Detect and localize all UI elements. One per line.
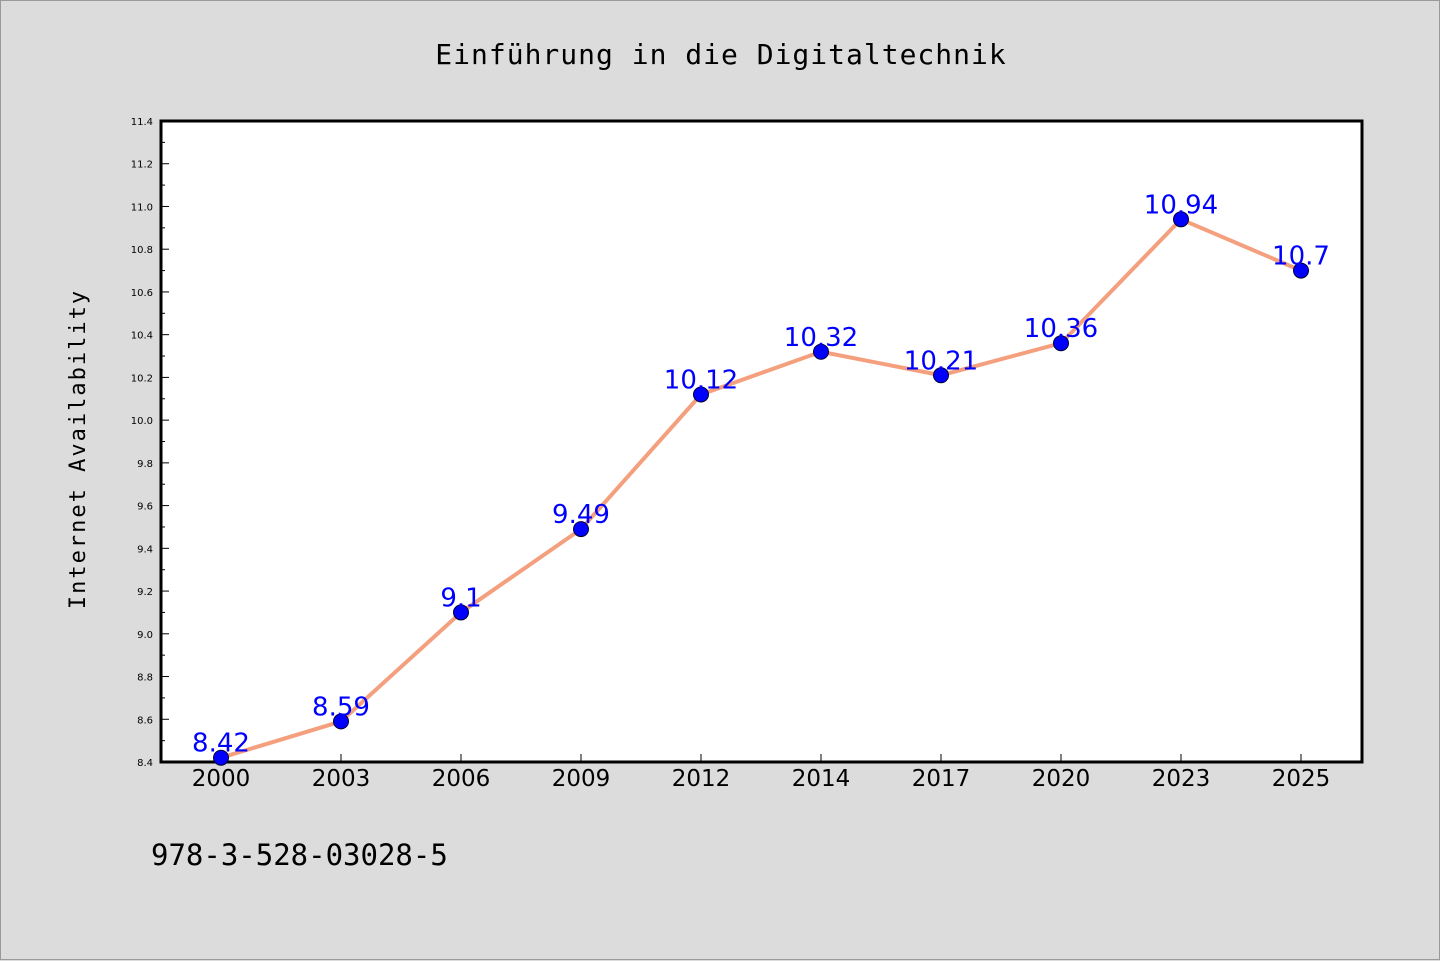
x-axis-ticks: 2000 2003 2006 2009 2012 2014 2017 2020 2023 2025 — [192, 754, 1331, 792]
x-tick-label: 2014 — [792, 766, 851, 792]
y-tick-label: 9.6 — [137, 502, 153, 513]
x-tick-label: 2025 — [1272, 766, 1331, 792]
data-point-marker — [573, 521, 589, 538]
data-point-marker — [933, 367, 949, 384]
y-tick-label: 10.2 — [131, 373, 153, 384]
data-point-label: 10.21 — [904, 346, 978, 376]
y-tick-label: 10.6 — [131, 288, 153, 299]
data-point-marker — [1173, 211, 1189, 228]
y-tick-label: 9.2 — [137, 587, 153, 598]
y-tick-label: 8.4 — [137, 758, 153, 769]
data-point-label: 10.7 — [1272, 242, 1330, 272]
data-point-label: 8.42 — [192, 729, 250, 759]
y-tick-label: 11.0 — [131, 202, 153, 213]
x-tick-label: 2017 — [912, 766, 971, 792]
x-tick-label: 2006 — [432, 766, 491, 792]
y-tick-label: 11.4 — [131, 117, 153, 128]
y-tick-label: 11.2 — [131, 160, 153, 171]
chart-title: Einführung in die Digitaltechnik — [435, 38, 1006, 71]
data-point-label: 10.32 — [784, 323, 858, 353]
y-tick-label: 10.0 — [131, 416, 153, 427]
data-point-label: 10.36 — [1024, 314, 1098, 344]
data-point-label: 9.1 — [440, 583, 481, 613]
series-line — [220, 217, 1302, 760]
data-point-marker — [1053, 335, 1069, 352]
data-labels: 8.42 8.59 9.1 9.49 10.12 10.32 10.21 10.36 10.94… — [192, 190, 1330, 758]
y-axis-ticks: 8.4 8.6 8.8 9.0 9.2 9.4 9.6 9.8 10.0 10.2 10.4 10.6… — [131, 117, 169, 769]
data-point-label: 10.12 — [664, 365, 738, 395]
data-point-marker — [453, 604, 469, 621]
data-point-marker — [213, 749, 229, 766]
y-tick-label: 9.4 — [137, 544, 153, 555]
data-point-marker — [813, 343, 829, 360]
series-markers — [213, 211, 1309, 766]
data-point-marker — [1293, 262, 1309, 279]
isbn-text: 978-3-528-03028-5 — [151, 838, 448, 872]
x-tick-label: 2020 — [1032, 766, 1091, 792]
y-axis-label: Internet Availability — [66, 289, 91, 609]
x-tick-label: 2000 — [192, 766, 251, 792]
y-tick-label: 10.4 — [131, 331, 153, 342]
y-tick-label: 8.6 — [137, 715, 153, 726]
y-tick-label: 9.0 — [137, 630, 153, 641]
y-tick-label: 8.8 — [137, 673, 153, 684]
series-line-group — [220, 217, 1302, 760]
data-point-label: 9.49 — [552, 500, 610, 530]
data-point-marker — [693, 386, 709, 403]
x-tick-label: 2012 — [672, 766, 731, 792]
data-point-marker — [333, 713, 349, 730]
y-tick-label: 10.8 — [131, 245, 153, 256]
x-tick-label: 2009 — [552, 766, 611, 792]
data-point-label: 8.59 — [312, 692, 370, 722]
plot-area — [159, 119, 1364, 764]
y-tick-label: 9.8 — [137, 459, 153, 470]
x-tick-label: 2003 — [312, 766, 371, 792]
data-point-label: 10.94 — [1144, 190, 1218, 220]
x-tick-label: 2023 — [1152, 766, 1211, 792]
